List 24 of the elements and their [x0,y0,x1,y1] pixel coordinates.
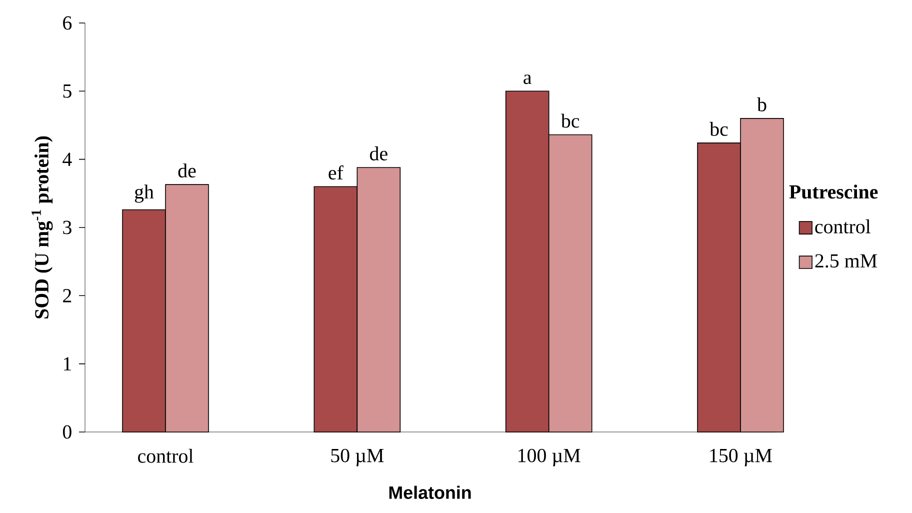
data-label: bc [560,114,580,128]
y-tick-label: 0 [62,425,72,439]
data-label: de [370,146,388,160]
legend-label: control [815,219,870,234]
data-label: de [178,163,196,178]
legend-title: Putrescine [789,184,878,199]
x-tick-label: 50 µM [331,448,384,466]
x-tick-label: control [138,448,194,463]
y-tick-label: 4 [62,152,72,166]
y-tick-label: 2 [63,289,72,302]
y-axis-title: SOD (U mg$^{-1}$ protein) [32,136,53,318]
data-label: ef [328,165,344,180]
x-axis-title: Melatonin [389,486,471,499]
legend-label: 2.5 mM [815,254,877,268]
y-tick-label: 6 [63,16,72,30]
y-tick-label: 1 [64,357,71,370]
data-label: bc [710,122,728,136]
data-label: gh [134,184,154,203]
data-label: a [524,74,532,84]
y-tick-label: 3 [63,220,72,234]
x-tick-label: 150 µM [710,448,772,466]
data-label: b [757,97,766,112]
y-tick-label: 5 [63,84,72,98]
x-tick-label: 100 µM [518,448,580,466]
